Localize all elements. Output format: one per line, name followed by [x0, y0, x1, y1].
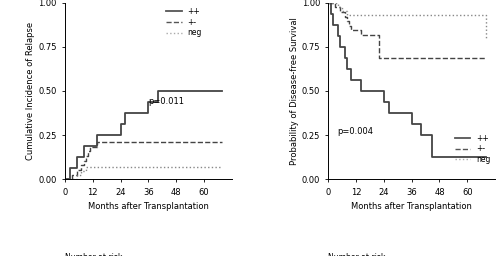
Y-axis label: Cumulative Incidence of Relapse: Cumulative Incidence of Relapse: [26, 22, 36, 160]
Legend: ++, +-, neg: ++, +-, neg: [166, 6, 203, 38]
Text: Number at risk: Number at risk: [328, 253, 386, 256]
X-axis label: Months after Transplantation: Months after Transplantation: [351, 202, 472, 211]
Text: Number at risk: Number at risk: [65, 253, 122, 256]
Text: p=0.004: p=0.004: [338, 127, 374, 136]
Legend: ++, +-, neg: ++, +-, neg: [454, 133, 491, 165]
X-axis label: Months after Transplantation: Months after Transplantation: [88, 202, 209, 211]
Y-axis label: Probability of Disease-free Survival: Probability of Disease-free Survival: [290, 17, 298, 165]
Text: p=0.011: p=0.011: [148, 97, 184, 106]
